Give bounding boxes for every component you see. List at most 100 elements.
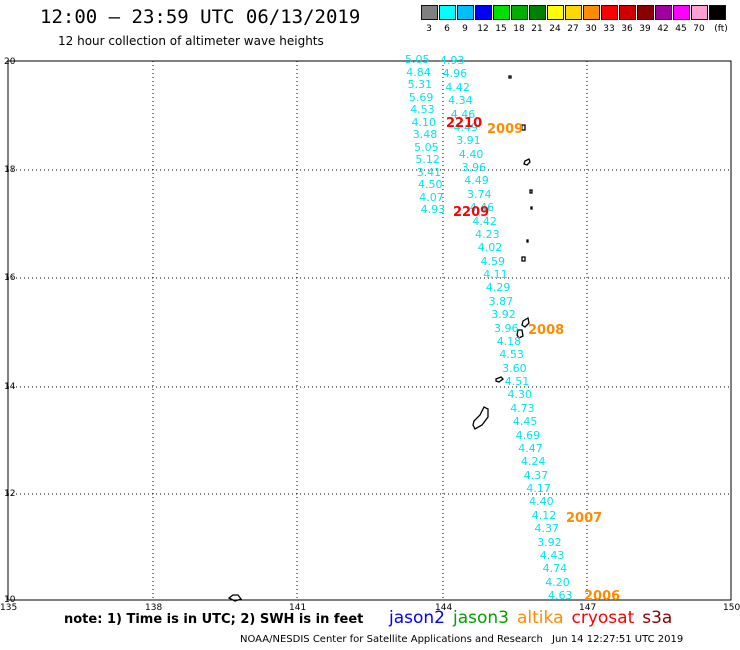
wave-height-value: 4.12 [531,508,557,522]
footer-timestamp: Jun 14 12:27:51 UTC 2019 [552,634,684,645]
pass-time-label: 2008 [528,323,565,338]
wave-height-value: 5.05 [414,140,439,154]
legend-label: 24 [549,24,561,34]
satellite-name: cryosat [571,608,635,628]
longitude-label: 150 [723,603,740,613]
longitude-label: 144 [435,603,453,613]
latitude-label: 12 [4,489,16,499]
wave-height-value: 4.07 [419,190,444,204]
wave-height-value: 4.46 [469,201,495,215]
island-outline [521,124,526,131]
wave-height-value: 4.02 [477,241,503,255]
wave-height-value: 4.93 [440,54,465,67]
latitude-label: 16 [4,273,16,283]
wave-height-value: 4.23 [475,227,500,241]
island-outline [521,256,526,262]
wave-height-value: 4.73 [510,401,535,415]
wave-height-value: 4.30 [507,388,533,402]
wave-height-value: 4.34 [448,94,473,108]
footer-note: note: 1) Time is in UTC; 2) SWH is in fe… [64,612,364,627]
wave-height-value: 4.43 [539,548,565,562]
pass-time-label: 2006 [584,589,621,604]
wave-height-value: 3.96 [494,321,519,335]
legend-label: 33 [603,24,615,34]
wave-height-value: 3.87 [488,294,514,308]
page-title: 12:00 – 23:59 UTC 06/13/2019 [40,6,361,28]
legend-label: 21 [531,24,543,34]
legend-swatch [601,5,618,20]
legend-label: 27 [567,24,579,34]
island-outlines [227,75,533,602]
island-outline [516,329,524,339]
wave-height-value: 3.96 [461,161,487,174]
wave-height-value: 4.63 [548,589,573,602]
wave-height-value: 4.50 [418,178,443,191]
wave-height-value: 5.31 [407,78,433,91]
island-outline [526,239,529,243]
legend-label: 42 [657,24,669,34]
legend-label: 45 [675,24,687,34]
wave-height-value: 3.92 [491,308,516,322]
legend-label: 6 [444,24,450,34]
legend-swatch [709,5,726,20]
satellite-legend: jason2 jason3 altika cryosat s3a [389,608,680,628]
wave-height-value: 4.11 [483,268,508,281]
legend-swatch [691,5,708,20]
legend-swatch [457,5,474,20]
island-outline [495,376,504,383]
latitude-label: 10 [4,595,16,605]
wave-height-value: 4.96 [442,67,468,81]
island-outline [529,189,533,194]
wave-height-value: 4.37 [523,468,549,482]
island-outline [521,316,530,328]
latitude-label: 14 [4,382,16,392]
legend-label: 36 [621,24,633,34]
wave-height-value: 4.29 [485,281,511,295]
wave-height-value: 3.92 [537,535,562,549]
wave-height-value: 4.53 [499,348,524,362]
legend-unit: (ft) [714,24,728,34]
wave-height-value: 4.37 [534,522,560,536]
wave-height-value: 4.24 [521,455,546,469]
footer-credit: NOAA/NESDIS Center for Satellite Applica… [240,634,543,645]
longitude-label: 147 [579,603,597,613]
legend-swatch [421,5,438,20]
legend-swatch [439,5,456,20]
wave-height-value: 4.47 [518,441,543,455]
legend-swatch [475,5,492,20]
satellite-name: jason3 [453,608,509,628]
wave-height-value: 4.10 [411,115,437,129]
longitude-label: 135 [0,603,18,613]
pass-time-label: 2210 [446,116,483,131]
wave-height-value: 5.12 [415,153,440,166]
legend-swatch [493,5,510,20]
wave-height-value: 3.41 [416,165,442,179]
page-subtitle: 12 hour collection of altimeter wave hei… [58,34,324,48]
wave-height-value: 3.74 [467,187,492,201]
wave-height-value: 5.69 [408,90,434,104]
wave-height-value: 4.42 [472,214,497,228]
pass-time-label: 2009 [487,122,524,137]
wave-height-value: 4.49 [453,120,479,134]
wave-height-value: 4.84 [406,65,431,79]
wave-height-value: 4.17 [526,482,551,495]
longitude-label: 141 [289,603,307,613]
legend-swatch [565,5,582,20]
wave-height-value: 4.40 [529,495,554,509]
wave-height-value: 4.53 [410,103,435,116]
wave-height-value: 4.42 [445,80,470,94]
wave-height-value: 4.93 [420,203,446,216]
map-frame [7,60,732,601]
legend-label: 3 [426,24,432,34]
longitude-label: 138 [145,603,163,613]
wave-height-value: 4.45 [512,415,538,429]
legend-swatch [547,5,564,20]
wave-height-value: 4.40 [458,147,484,161]
wave-height-value: 4.51 [504,375,530,388]
legend-label: 15 [495,24,507,34]
wave-height-value: 4.18 [496,334,522,348]
legend-swatch [619,5,636,20]
wave-height-value: 4.49 [464,174,489,188]
wave-height-value: 3.48 [412,128,438,141]
